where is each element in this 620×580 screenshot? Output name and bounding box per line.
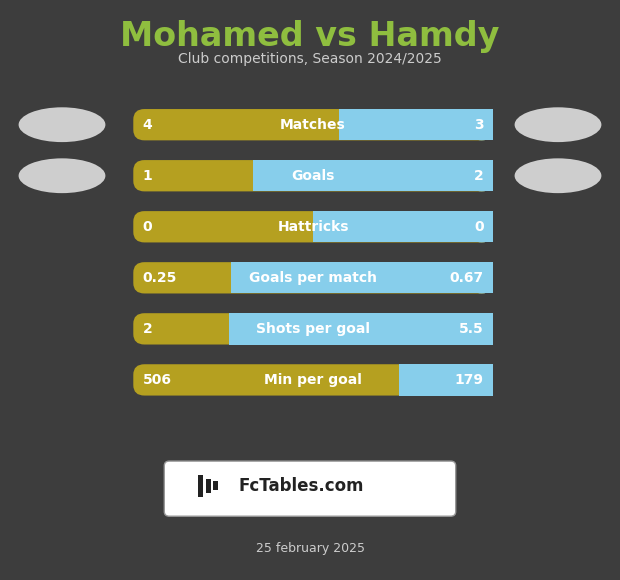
FancyBboxPatch shape	[471, 364, 493, 396]
FancyBboxPatch shape	[133, 364, 493, 396]
Text: Hattricks: Hattricks	[277, 220, 349, 234]
Ellipse shape	[515, 158, 601, 193]
Text: 3: 3	[474, 118, 484, 132]
Bar	[339, 109, 493, 140]
Text: 0: 0	[474, 220, 484, 234]
Bar	[313, 211, 493, 242]
Text: 0.67: 0.67	[450, 271, 484, 285]
Text: Matches: Matches	[280, 118, 346, 132]
Text: 2: 2	[143, 322, 153, 336]
FancyBboxPatch shape	[471, 109, 493, 140]
Bar	[206, 478, 211, 493]
Bar	[231, 262, 493, 293]
FancyBboxPatch shape	[164, 461, 456, 516]
FancyBboxPatch shape	[133, 262, 493, 293]
Text: 25 february 2025: 25 february 2025	[255, 542, 365, 554]
Text: 0: 0	[143, 220, 153, 234]
FancyBboxPatch shape	[133, 160, 493, 191]
Text: Club competitions, Season 2024/2025: Club competitions, Season 2024/2025	[178, 52, 442, 66]
Bar	[213, 481, 218, 490]
Bar	[229, 313, 493, 345]
FancyBboxPatch shape	[471, 211, 493, 242]
FancyBboxPatch shape	[471, 313, 493, 345]
Text: 0.25: 0.25	[143, 271, 177, 285]
Text: 1: 1	[143, 169, 153, 183]
FancyBboxPatch shape	[471, 262, 493, 293]
FancyBboxPatch shape	[133, 211, 493, 242]
Bar	[198, 474, 203, 496]
FancyBboxPatch shape	[471, 160, 493, 191]
Text: Shots per goal: Shots per goal	[256, 322, 370, 336]
Ellipse shape	[19, 158, 105, 193]
Ellipse shape	[515, 107, 601, 142]
FancyBboxPatch shape	[133, 313, 493, 345]
Text: 2: 2	[474, 169, 484, 183]
Text: FcTables.com: FcTables.com	[239, 477, 364, 495]
Bar	[399, 364, 493, 396]
Text: 4: 4	[143, 118, 153, 132]
Text: 5.5: 5.5	[459, 322, 484, 336]
Text: Goals per match: Goals per match	[249, 271, 377, 285]
Bar	[253, 160, 493, 191]
Ellipse shape	[19, 107, 105, 142]
Text: Min per goal: Min per goal	[264, 373, 362, 387]
Text: 179: 179	[454, 373, 484, 387]
Text: Goals: Goals	[291, 169, 335, 183]
Text: 506: 506	[143, 373, 172, 387]
Text: Mohamed vs Hamdy: Mohamed vs Hamdy	[120, 20, 500, 53]
FancyBboxPatch shape	[133, 109, 493, 140]
